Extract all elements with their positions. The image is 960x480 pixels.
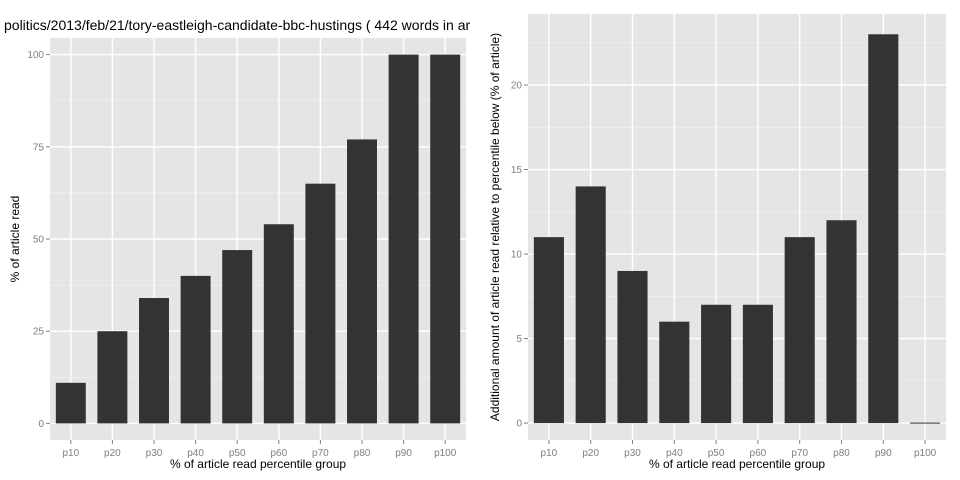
- bar-p60: [263, 224, 294, 424]
- y-tick-label: 20: [511, 81, 523, 92]
- bar-p50: [701, 304, 732, 424]
- x-tick-label: p70: [791, 448, 808, 459]
- y-tick-label: 15: [511, 165, 523, 176]
- x-axis-title: % of article read percentile group: [170, 457, 346, 471]
- x-tick-label: p40: [187, 448, 204, 459]
- x-tick-label: p100: [434, 448, 457, 459]
- x-tick-label: p60: [270, 448, 287, 459]
- y-axis-title: % of article read: [8, 196, 22, 283]
- y-tick-label: 100: [27, 50, 44, 61]
- x-tick-label: p20: [104, 448, 121, 459]
- bar-p60: [742, 304, 773, 424]
- bar-p80: [347, 139, 377, 424]
- x-tick-label: p30: [624, 448, 641, 459]
- chart-additional-read: 0 5 10 15 20 p10 p20 p30 p40 p50 p60 p70 p80 p90 p100%…: [488, 14, 946, 471]
- x-tick-label: p50: [708, 448, 725, 459]
- bar-p30: [617, 270, 648, 424]
- x-tick-label: p10: [541, 448, 558, 459]
- bar-p20: [97, 331, 128, 424]
- chart-cumulative-read: 0 25 50 75 100 p10 p20 p30 p40 p50 p60 p70 p80 p90 p10…: [4, 17, 470, 471]
- bar-p40: [659, 321, 690, 424]
- bar-p80: [826, 220, 857, 424]
- x-tick-label: p90: [875, 448, 892, 459]
- x-tick-label: p70: [312, 448, 329, 459]
- x-tick-label: p40: [666, 448, 683, 459]
- x-tick-label: p20: [582, 448, 599, 459]
- bar-p90: [868, 34, 899, 424]
- y-tick-label: 25: [33, 327, 45, 338]
- bar-p10: [55, 382, 86, 424]
- bar-p100: [430, 54, 461, 424]
- y-axis-title: Additional amount of article read relati…: [488, 33, 502, 421]
- bar-p70: [305, 183, 336, 424]
- x-tick-label: p10: [62, 448, 79, 459]
- y-tick-label: 0: [38, 419, 44, 430]
- bar-p70: [784, 237, 815, 424]
- x-tick-label: p30: [146, 448, 163, 459]
- y-tick-label: 5: [516, 334, 522, 345]
- x-tick-label: p60: [750, 448, 767, 459]
- x-tick-label: p80: [833, 448, 850, 459]
- x-tick-label: p90: [395, 448, 412, 459]
- bar-p10: [533, 237, 564, 424]
- x-tick-label: p80: [354, 448, 371, 459]
- bar-p100: [910, 422, 941, 424]
- x-tick-label: p50: [229, 448, 246, 459]
- bar-p30: [139, 298, 169, 424]
- bar-p40: [180, 275, 211, 424]
- bar-p50: [222, 250, 253, 424]
- y-tick-label: 75: [33, 142, 45, 153]
- y-tick-label: 10: [511, 250, 523, 261]
- x-axis-title: % of article read percentile group: [649, 457, 825, 471]
- x-tick-label: p100: [914, 448, 937, 459]
- y-tick-label: 50: [33, 235, 45, 246]
- y-tick-label: 0: [516, 419, 522, 430]
- bar-p20: [575, 186, 606, 424]
- bar-p90: [388, 54, 419, 424]
- chart-title: politics/2013/feb/21/tory-eastleigh-cand…: [4, 17, 470, 33]
